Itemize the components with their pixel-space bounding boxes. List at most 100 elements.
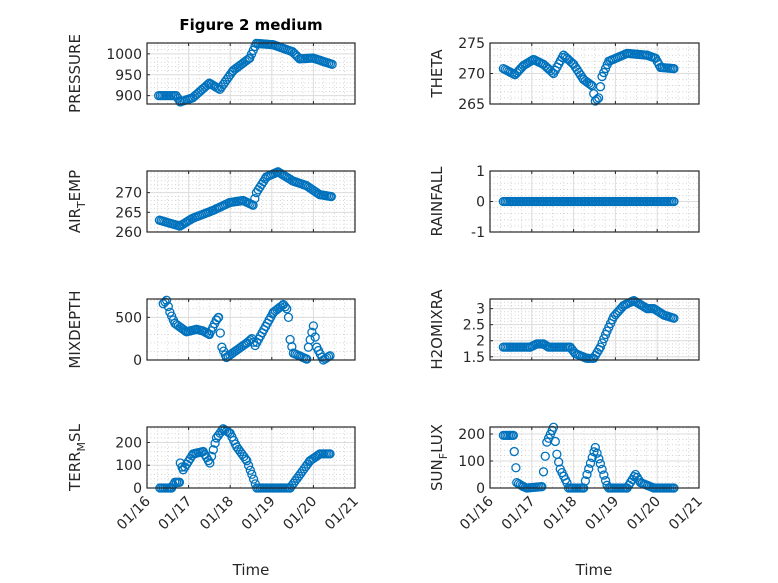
data-point bbox=[595, 82, 606, 92]
data-point bbox=[538, 467, 549, 477]
axes-box bbox=[146, 298, 356, 361]
x-tick-label: 01/18 bbox=[197, 494, 237, 534]
data-point bbox=[584, 464, 594, 474]
data-point bbox=[174, 477, 185, 487]
axes-box bbox=[146, 42, 356, 105]
data-point bbox=[582, 469, 592, 480]
y-axis-label: AIRTEMP bbox=[66, 170, 88, 233]
x-tick-label: 01/16 bbox=[114, 493, 154, 533]
subplot-mixdepth: 0 500 MIXDEPTH bbox=[66, 290, 356, 369]
data-point bbox=[590, 442, 600, 453]
subplot-airtemp: 260 265 270 AIRTEMP bbox=[66, 167, 356, 241]
y-axis-label-subscript: M bbox=[75, 442, 88, 452]
data-point bbox=[540, 451, 550, 461]
data-point bbox=[592, 94, 602, 104]
x-tick-label: 01/17 bbox=[156, 494, 196, 534]
y-tick-label: 265 bbox=[458, 97, 485, 113]
x-tick-label: 01/21 bbox=[666, 494, 706, 534]
y-axis-label: THETA bbox=[428, 49, 446, 99]
data-point bbox=[617, 302, 628, 312]
y-axis-label-part: PRESSURE bbox=[66, 34, 84, 113]
y-axis-label: SUNFLUX bbox=[428, 424, 450, 491]
y-tick-label: 2 bbox=[476, 334, 485, 350]
data-point bbox=[310, 332, 320, 342]
data-point bbox=[215, 328, 225, 338]
y-axis-label: RAINFALL bbox=[428, 166, 446, 237]
data-point bbox=[597, 338, 607, 348]
data-point bbox=[275, 302, 286, 312]
data-point bbox=[599, 470, 609, 480]
y-axis-label-part: H2OMIXRA bbox=[428, 289, 446, 370]
y-tick-label: 900 bbox=[115, 89, 142, 105]
data-point bbox=[565, 56, 576, 67]
data-point bbox=[509, 446, 519, 457]
y-tick-label: 270 bbox=[115, 186, 142, 202]
y-axis-label-part: AIR bbox=[66, 208, 84, 233]
data-point bbox=[287, 342, 297, 352]
data-point bbox=[595, 459, 606, 469]
axes-box bbox=[489, 170, 700, 233]
x-tick-label: 01/20 bbox=[280, 494, 320, 534]
y-tick-label: 0 bbox=[476, 195, 485, 211]
y-tick-label: 0 bbox=[133, 353, 142, 369]
data-point bbox=[242, 456, 252, 466]
x-tick-label: 01/18 bbox=[541, 494, 581, 534]
y-tick-label: 270 bbox=[458, 67, 485, 83]
data-point bbox=[595, 342, 606, 352]
y-tick-label: 200 bbox=[458, 427, 485, 443]
data-point bbox=[669, 63, 679, 74]
figure-title: Figure 2 medium bbox=[179, 16, 322, 34]
data-point bbox=[553, 457, 564, 467]
data-point bbox=[323, 351, 334, 362]
y-axis-label-subscript: F bbox=[437, 453, 450, 459]
data-point bbox=[307, 327, 317, 337]
y-tick-label: -1 bbox=[471, 225, 485, 241]
y-tick-label: 0 bbox=[476, 481, 485, 497]
data-point bbox=[283, 312, 294, 322]
data-point bbox=[248, 200, 258, 210]
data-point bbox=[247, 469, 257, 479]
subplot-theta: 265 270 275 THETA bbox=[428, 36, 700, 113]
y-axis-label: MIXDEPTH bbox=[66, 290, 84, 368]
data-point bbox=[580, 476, 591, 486]
data-point bbox=[302, 354, 312, 364]
data-point bbox=[282, 304, 292, 314]
subplot-pressure: 900 950 1000 PRESSURE bbox=[66, 34, 356, 113]
x-tick-label: 01/19 bbox=[582, 494, 622, 534]
y-tick-label: 100 bbox=[115, 458, 142, 474]
data-point bbox=[597, 464, 607, 475]
y-tick-label: 275 bbox=[458, 36, 485, 52]
y-tick-label: 0 bbox=[133, 481, 142, 497]
data-point bbox=[599, 334, 609, 344]
data-point bbox=[594, 454, 604, 464]
data-point bbox=[248, 474, 259, 484]
y-axis-label-part: SL bbox=[66, 423, 84, 442]
data-point bbox=[511, 463, 521, 473]
subplot-rainfall: -1 0 1 RAINFALL bbox=[428, 164, 700, 241]
subplot-sunflux: 0 100 200 SUNFLUX 01/16 01/17 01/18 01/19 01/20 0… bbox=[428, 422, 706, 534]
data-point bbox=[586, 80, 596, 90]
y-tick-label: 500 bbox=[115, 310, 142, 326]
data-point bbox=[508, 430, 519, 441]
subplot-terrmsl: 0 100 200 TERRMSL 01/16 01/17 01/18 01/19 01/20 0… bbox=[66, 423, 362, 533]
axes-box bbox=[146, 426, 356, 489]
data-point bbox=[312, 188, 322, 198]
data-point bbox=[327, 59, 337, 69]
data-point bbox=[550, 436, 560, 447]
data-point bbox=[280, 302, 290, 312]
data-point bbox=[575, 70, 586, 80]
data-point bbox=[208, 445, 218, 455]
y-tick-label: 260 bbox=[115, 225, 142, 241]
data-point bbox=[206, 451, 217, 462]
y-tick-label: 1.5 bbox=[463, 350, 485, 366]
y-tick-label: 950 bbox=[115, 68, 142, 84]
y-tick-label: 1 bbox=[476, 164, 485, 180]
data-point bbox=[211, 315, 222, 325]
y-axis-label: TERRMSL bbox=[66, 423, 88, 492]
data-point bbox=[242, 55, 252, 65]
data-point bbox=[594, 93, 604, 103]
y-tick-label: 100 bbox=[458, 454, 485, 470]
data-point bbox=[325, 449, 335, 459]
data-point bbox=[592, 448, 602, 458]
